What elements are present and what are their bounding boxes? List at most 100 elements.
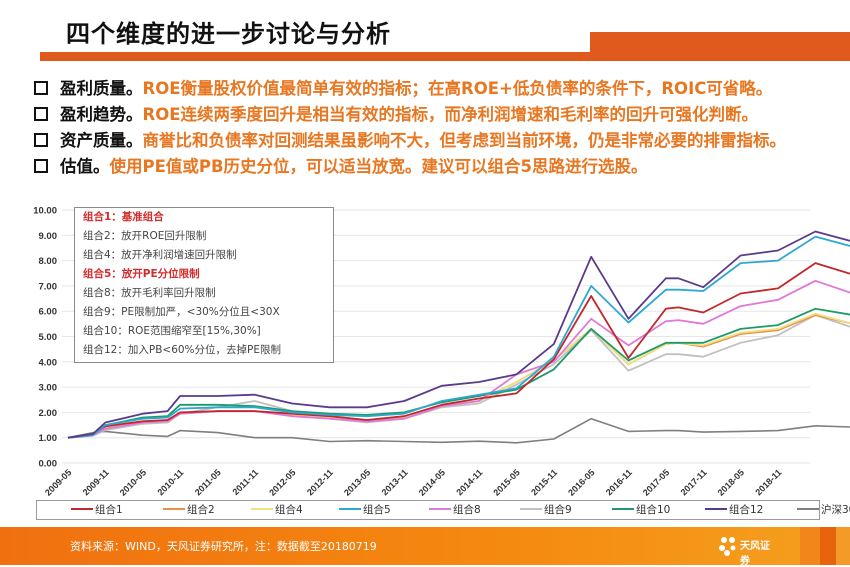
x-tick-label: 2012-11 [305, 467, 335, 497]
annotation-item: 组合2：放开ROE回升限制 [83, 230, 207, 242]
legend-swatch [71, 508, 93, 510]
x-tick-label: 2017-11 [679, 467, 709, 497]
x-tick-label: 2013-05 [342, 467, 372, 497]
legend-label: 组合5 [363, 504, 391, 516]
x-tick-label: 2015-05 [491, 467, 521, 497]
y-tick-label: 3.00 [39, 383, 58, 394]
annotation-item: 组合9：PE限制加严，<30%分位且<30X [83, 306, 280, 318]
legend-swatch [251, 508, 273, 510]
x-tick-label: 2016-05 [566, 467, 596, 497]
y-tick-label: 1.00 [39, 433, 58, 444]
bullet-heading: 资产质量。 [60, 131, 143, 150]
legend-label: 组合9 [544, 504, 572, 516]
legend-item: 组合2 [163, 501, 215, 519]
legend-label: 组合4 [275, 504, 303, 516]
legend-swatch [429, 508, 451, 510]
annotation-item: 组合10：ROE范围缩窄至[15%,30%] [83, 325, 261, 337]
bullet-item: 盈利质量。ROE衡量股权价值最简单有效的指标；在高ROE+低负债率的条件下，RO… [34, 76, 844, 102]
x-tick-label: 2010-11 [155, 467, 185, 497]
x-tick-label: 2016-11 [604, 467, 634, 497]
series-line-组合12 [67, 230, 850, 439]
checkbox-square-icon [34, 106, 48, 121]
annotation-item: 组合12：加入PB<60%分位，去掉PE限制 [83, 344, 281, 356]
bullet-heading: 盈利质量。 [60, 79, 143, 98]
y-tick-label: 10.00 [33, 206, 57, 217]
footer-decoration [800, 527, 820, 565]
y-tick-label: 0.00 [39, 459, 58, 470]
legend-item: 组合8 [429, 501, 481, 519]
bullet-item: 估值。使用PE值或PB历史分位，可以适当放宽。建议可以组合5思路进行选股。 [34, 154, 844, 180]
footer-decoration [820, 527, 836, 565]
y-tick-label: 7.00 [39, 281, 58, 292]
legend-item: 组合12 [705, 501, 763, 519]
checkbox-square-icon [34, 80, 48, 95]
legend-swatch [705, 508, 727, 510]
legend-swatch [797, 508, 819, 510]
bullet-heading: 盈利趋势。 [60, 105, 143, 124]
annotation-item: 组合5：放开PE分位限制 [83, 268, 200, 280]
title-underline-bar [40, 52, 850, 61]
legend-swatch [339, 508, 361, 510]
bullet-text: ROE衡量股权价值最简单有效的指标；在高ROE+低负债率的条件下，ROIC可省略… [142, 79, 773, 98]
series-line-组合8 [67, 279, 850, 439]
chart-legend: 组合1 组合2 组合4 组合5 组合8 组合9 组合10 组合12 沪深300 [36, 500, 850, 520]
footer-bar: 资料来源：WIND，天风证券研究所，注：数据截至20180719 天风证券 [0, 527, 850, 567]
x-tick-label: 2018-05 [716, 467, 746, 497]
chart-series-lines [67, 230, 850, 444]
checkbox-square-icon [34, 132, 48, 147]
series-line-组合5 [67, 235, 850, 439]
x-tick-label: 2012-05 [267, 467, 297, 497]
series-line-沪深300 [67, 417, 850, 444]
y-tick-label: 2.00 [39, 408, 58, 419]
annotation-item: 组合8：放开毛利率回升限制 [83, 287, 216, 299]
bullet-heading: 估值。 [60, 157, 110, 176]
logo-text: 天风证券 [740, 541, 770, 567]
legend-item: 组合5 [339, 501, 391, 519]
y-axis-ticks: 0.00 1.00 2.00 3.00 4.00 5.00 6.00 7.00 8.00 9.00… [33, 206, 57, 470]
y-tick-label: 6.00 [39, 307, 58, 318]
legend-label: 组合8 [453, 504, 481, 516]
legend-item: 组合9 [520, 501, 572, 519]
checkbox-square-icon [34, 158, 48, 173]
x-axis-ticks: 2009-05 2009-11 2010-05 2010-11 2011-05 2011-… [43, 467, 783, 497]
series-line-组合1 [67, 262, 850, 439]
legend-item: 组合10 [612, 501, 670, 519]
company-logo: 天风证券 [718, 533, 778, 567]
bullet-item: 盈利趋势。ROE连续两季度回升是相当有效的指标，而净利润增速和毛利率的回升可强化… [34, 102, 844, 128]
x-tick-label: 2011-05 [193, 467, 223, 497]
combination-annotation-box: 组合1：基准组合 组合2：放开ROE回升限制 组合4：放开净利润增速回升限制 组… [74, 207, 334, 363]
x-tick-label: 2009-11 [81, 467, 111, 497]
legend-label: 组合12 [729, 504, 764, 516]
source-note: 资料来源：WIND，天风证券研究所，注：数据截至20180719 [70, 540, 377, 553]
flower-logo-icon [719, 537, 736, 556]
bullet-text: ROE连续两季度回升是相当有效的指标，而净利润增速和毛利率的回升可强化判断。 [142, 105, 759, 124]
legend-swatch [520, 508, 542, 510]
y-tick-label: 8.00 [39, 256, 58, 267]
series-line-组合10 [67, 307, 850, 439]
legend-label: 组合1 [95, 504, 123, 516]
x-tick-label: 2018-11 [753, 467, 783, 497]
legend-label: 组合2 [187, 504, 215, 516]
legend-item: 组合4 [251, 501, 303, 519]
annotation-item: 组合4：放开净利润增速回升限制 [83, 249, 237, 261]
x-tick-label: 2010-05 [118, 467, 148, 497]
annotation-item: 组合1：基准组合 [83, 211, 164, 223]
title-accent-tab [590, 32, 850, 54]
footer-decoration [836, 527, 850, 565]
page-title: 四个维度的进一步讨论与分析 [66, 20, 391, 48]
x-tick-label: 2015-11 [529, 467, 559, 497]
x-tick-label: 2017-05 [641, 467, 671, 497]
x-tick-label: 2014-05 [417, 467, 447, 497]
legend-label: 组合10 [636, 504, 671, 516]
x-tick-label: 2013-11 [380, 467, 410, 497]
bullet-item: 资产质量。商誉比和负债率对回测结果虽影响不大，但考虑到当前环境，仍是非常必要的排… [34, 128, 844, 154]
y-tick-label: 5.00 [39, 332, 58, 343]
bullet-list: 盈利质量。ROE衡量股权价值最简单有效的指标；在高ROE+低负债率的条件下，RO… [34, 76, 844, 180]
legend-swatch [163, 508, 185, 510]
legend-label: 沪深300 [821, 504, 850, 516]
x-tick-label: 2014-11 [454, 467, 484, 497]
legend-swatch [612, 508, 634, 510]
legend-item: 沪深300 [797, 501, 850, 519]
x-tick-label: 2011-11 [231, 467, 261, 497]
y-tick-label: 9.00 [39, 231, 58, 242]
